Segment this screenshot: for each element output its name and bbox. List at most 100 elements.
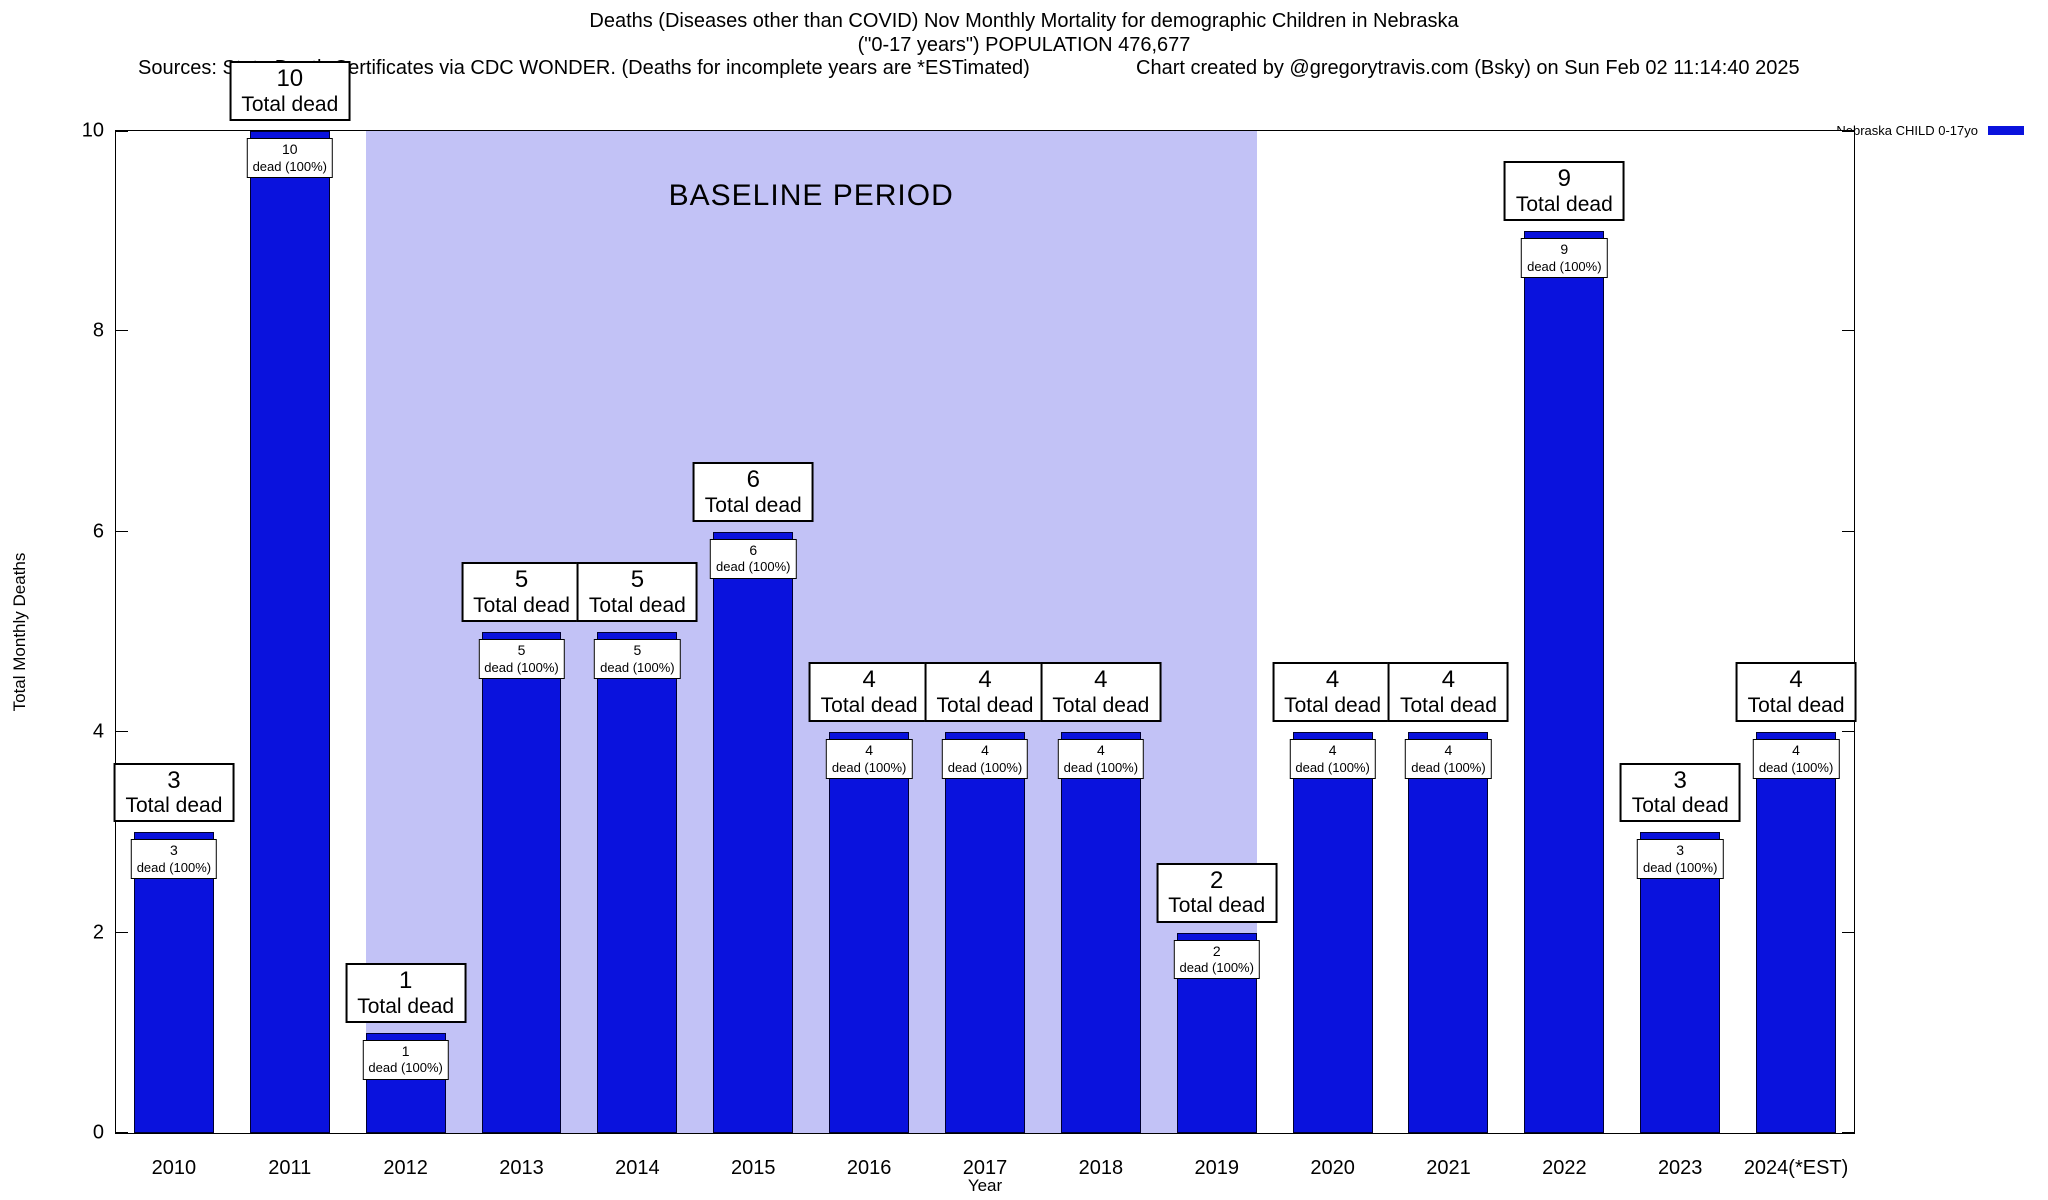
x-tick-label-2018: 2018 (1078, 1157, 1124, 1179)
bar-inner-label-2019: 2 dead (100%) (1173, 939, 1260, 980)
x-tick-label-2013: 2013 (499, 1157, 544, 1179)
bar-inner-value: 5 (517, 642, 526, 658)
bar-inner-label-2017: 4 dead (100%) (941, 739, 1029, 779)
bar-inner-value: 4 (1096, 742, 1105, 759)
bar-inner-value: 4 (1328, 742, 1337, 759)
total-dead-callout-2014: 5 Total dead (576, 562, 698, 622)
total-dead-callout-2015: 6 Total dead (692, 462, 814, 522)
bar-inner-label-2022: 9 dead (100%) (1521, 238, 1608, 278)
bar-2020 (1292, 732, 1373, 1133)
bar-inner-value: 3 (1676, 842, 1685, 859)
callout-value: 4 (1325, 666, 1340, 694)
callout-value: 4 (1441, 666, 1456, 694)
total-dead-callout-2017: 4 Total dead (924, 662, 1046, 723)
y-tick-mark (116, 931, 128, 933)
callout-label: Total dead (820, 694, 918, 718)
total-dead-callout-2010: 3 Total dead (113, 762, 235, 823)
bar-inner-text: dead (100%) (368, 1060, 443, 1076)
bar-inner-label-2012: 1 dead (100%) (362, 1039, 449, 1080)
bar-inner-label-2023: 3 dead (100%) (1636, 839, 1724, 880)
bar-2011 (249, 131, 330, 1133)
total-dead-callout-2020: 4 Total dead (1272, 662, 1394, 723)
bar-2013 (481, 632, 562, 1133)
y-tick-mark (116, 330, 128, 332)
bar-inner-text: dead (100%) (252, 158, 328, 174)
bar-inner-text: dead (100%) (1411, 759, 1486, 775)
y-tick-label-10: 10 (81, 119, 104, 142)
callout-value: 5 (514, 566, 529, 594)
x-tick-label-2019: 2019 (1194, 1157, 1239, 1179)
bar-inner-label-2021: 4 dead (100%) (1405, 739, 1492, 779)
bar-inner-text: dead (100%) (1758, 759, 1834, 775)
y-axis-title: Total Monthly Deaths (10, 552, 29, 712)
x-tick-label-2016: 2016 (846, 1157, 892, 1179)
callout-label: Total dead (704, 493, 802, 517)
bar-2018 (1060, 732, 1141, 1133)
bars-layer: 3 Total dead 3 dead (100%) 10 Total dead 10 dea… (113, 61, 1857, 1133)
callout-value: 4 (1789, 666, 1803, 694)
total-dead-callout-2016: 4 Total dead (808, 662, 930, 723)
bar-inner-text: dead (100%) (1527, 258, 1602, 274)
callout-label: Total dead (1747, 694, 1845, 718)
y-tick-label-0: 0 (92, 1121, 104, 1144)
bar-2015 (713, 531, 794, 1133)
bar-inner-label-2011: 10 dead (100%) (246, 138, 334, 178)
callout-value: 6 (746, 466, 760, 494)
callout-label: Total dead (936, 694, 1034, 718)
callout-label: Total dead (241, 92, 339, 116)
bar-2017 (945, 732, 1025, 1133)
y-tick-label-2: 2 (92, 921, 104, 944)
bar-inner-text: dead (100%) (484, 659, 559, 675)
callout-label: Total dead (1284, 694, 1382, 718)
callout-label: Total dead (1168, 894, 1266, 918)
total-dead-callout-2013: 5 Total dead (461, 562, 582, 622)
total-dead-callout-2011: 10 Total dead (229, 61, 351, 121)
callout-label: Total dead (473, 593, 570, 617)
bar-inner-value: 4 (1792, 742, 1800, 759)
callout-label: Total dead (1515, 193, 1613, 217)
x-tick-label-2011: 2011 (268, 1157, 312, 1179)
y-tick-mark (1842, 931, 1854, 933)
total-dead-callout-2012: 1 Total dead (345, 963, 467, 1023)
bar-inner-text: dead (100%) (136, 859, 212, 875)
y-tick-mark (1842, 530, 1854, 532)
y-tick-mark (116, 131, 128, 132)
y-tick-label-6: 6 (92, 520, 104, 543)
bar-inner-value: 4 (1444, 742, 1453, 759)
y-tick-mark (116, 731, 128, 733)
x-tick-label-2024(*EST): 2024(*EST) (1743, 1157, 1849, 1179)
y-tick-mark (116, 530, 128, 532)
bar-inner-label-2010: 3 dead (100%) (130, 839, 218, 880)
callout-label: Total dead (1631, 794, 1729, 818)
bar-inner-label-2018: 4 dead (100%) (1057, 739, 1145, 779)
callout-value: 5 (630, 566, 645, 594)
bar-inner-text: dead (100%) (831, 759, 907, 775)
x-tick-label-2015: 2015 (731, 1157, 776, 1179)
bar-inner-label-2013: 5 dead (100%) (478, 639, 565, 679)
x-tick-label-2014: 2014 (615, 1157, 660, 1179)
bar-inner-text: dead (100%) (716, 559, 791, 575)
bar-inner-value: 3 (170, 842, 178, 859)
bar-inner-value: 5 (633, 642, 642, 658)
callout-value: 4 (1094, 666, 1108, 694)
bar-inner-value: 9 (1560, 241, 1569, 258)
bar-2024(*EST) (1756, 732, 1837, 1133)
bar-inner-label-2020: 4 dead (100%) (1289, 739, 1376, 779)
y-tick-label-4: 4 (92, 720, 104, 743)
x-axis-title: Year (967, 1176, 1003, 1195)
legend-color-swatch (1988, 126, 2024, 135)
bar-inner-text: dead (100%) (1063, 759, 1139, 775)
y-tick-mark (1842, 330, 1854, 332)
callout-label: Total dead (588, 593, 686, 617)
bar-inner-value: 10 (282, 141, 298, 157)
total-dead-callout-2021: 4 Total dead (1387, 662, 1509, 723)
bar-2021 (1408, 732, 1489, 1133)
total-dead-callout-2019: 2 Total dead (1156, 862, 1278, 923)
bar-inner-label-2024(*EST): 4 dead (100%) (1752, 739, 1840, 779)
callout-value: 1 (398, 967, 413, 995)
total-dead-callout-2024(*EST): 4 Total dead (1735, 662, 1857, 723)
bar-inner-text: dead (100%) (600, 659, 675, 675)
total-dead-callout-2022: 9 Total dead (1503, 161, 1625, 222)
callout-value: 3 (167, 766, 181, 794)
x-tick-label-2017: 2017 (962, 1157, 1008, 1179)
